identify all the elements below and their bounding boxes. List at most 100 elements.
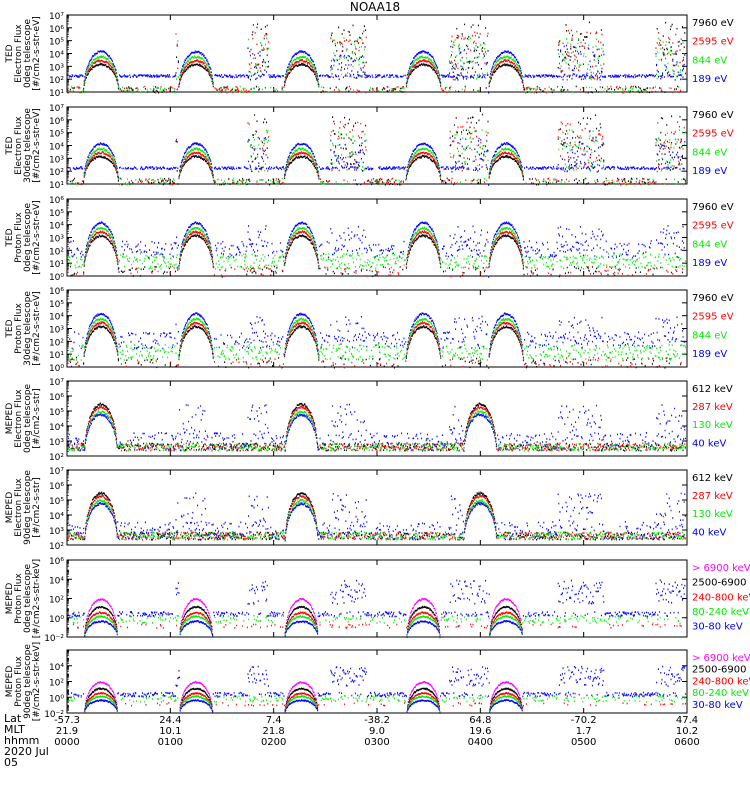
- legend-entry: 2595 eV: [692, 221, 734, 232]
- series-green-trace: [67, 317, 686, 369]
- series-black-trace: [67, 21, 686, 94]
- y-axis-label-line: Electron Flux: [14, 478, 24, 537]
- y-axis-label-line: [#/cm2-s-str-eV]: [32, 200, 42, 275]
- footer-lat-tick: -38.2: [364, 715, 390, 726]
- y-axis-label-line: TED: [5, 136, 15, 155]
- y-axis-label-line: [#/cm2-s-str-eV]: [32, 291, 42, 366]
- legend-entry: 287 keV: [692, 402, 733, 413]
- legend-entry: 80-240 keV: [692, 688, 749, 699]
- y-tick-label: 10¹: [49, 260, 64, 270]
- series-blue-trace: [67, 403, 686, 452]
- y-tick-label: 10⁶: [49, 117, 64, 127]
- footer-label-mlt: MLT: [4, 723, 25, 736]
- y-axis-label-line: [#/cm2-s-str]: [32, 388, 42, 448]
- footer-label-hhmm: hhmm: [4, 734, 40, 747]
- y-axis-label-line: 0deg telescope: [23, 19, 33, 89]
- y-tick-label: 10³: [49, 527, 64, 537]
- y-axis-label-line: [#/cm2-s-str-keV]: [32, 642, 42, 721]
- footer-lat-tick: 7.4: [266, 715, 282, 726]
- panel-frame: [66, 14, 688, 93]
- panel-frame: [66, 289, 688, 368]
- y-tick-label: 10²: [49, 542, 64, 552]
- chart-title: NOAA18: [349, 0, 401, 14]
- y-tick-label: 10²: [49, 168, 64, 178]
- series-red-trace: [67, 494, 686, 541]
- legend-entry: 2595 eV: [692, 129, 734, 140]
- y-tick-label: 10⁷: [49, 12, 64, 22]
- legend-entry: > 6900 keV: [692, 563, 750, 574]
- y-tick-label: 10³: [49, 326, 64, 336]
- footer-mlt-tick: 21.9: [56, 726, 78, 737]
- legend-entry: 189 eV: [692, 349, 727, 360]
- legend-entry: 2595 eV: [692, 37, 734, 48]
- y-tick-label: 10⁵: [49, 38, 64, 48]
- legend-entry: 189 eV: [692, 74, 727, 85]
- y-tick-label: 10²: [49, 596, 64, 606]
- y-tick-label: 10⁶: [49, 287, 64, 297]
- footer-time-tick: 0100: [158, 737, 183, 748]
- legend-entry: 612 keV: [692, 384, 733, 395]
- y-tick-label: 10⁰: [49, 364, 64, 374]
- legend-entry: 844 eV: [692, 330, 727, 341]
- legend-entry: 844 eV: [692, 147, 727, 158]
- series-blue-trace: [67, 579, 686, 639]
- series-blue-trace: [68, 221, 685, 278]
- y-axis-label-line: Electron Flux: [14, 24, 24, 83]
- footer-lat-tick: 24.4: [159, 715, 181, 726]
- y-tick-label: 10⁴: [49, 512, 64, 522]
- legend-entry: 40 keV: [692, 438, 726, 449]
- series-magenta-trace: [84, 680, 523, 714]
- footer-time-tick: 0500: [571, 737, 596, 748]
- legend-entry: 240-800 keV: [692, 592, 750, 603]
- legend-entry: 2500-6900: [692, 665, 747, 676]
- y-axis-label-line: Proton Flux: [14, 212, 24, 263]
- y-axis-label-line: 90deg telescope: [23, 644, 33, 719]
- y-tick-label: 10²: [49, 247, 64, 257]
- legend-entry: 844 eV: [692, 55, 727, 66]
- y-tick-label: 10⁵: [49, 300, 64, 310]
- y-axis-label-line: [#/cm2-s-str-eV]: [32, 16, 42, 91]
- y-tick-label: 10⁴: [49, 576, 64, 586]
- series-green-trace: [67, 410, 686, 452]
- y-tick-label: 10²: [49, 679, 64, 689]
- y-tick-label: 10⁰: [49, 615, 64, 625]
- series-red-trace: [75, 121, 686, 186]
- y-tick-label: 10⁵: [49, 497, 64, 507]
- series-blue-trace: [67, 665, 686, 714]
- y-tick-label: 10⁷: [49, 104, 64, 114]
- y-tick-label: 10⁷: [49, 467, 64, 477]
- legend-entry: 2500-6900: [692, 578, 747, 589]
- y-tick-label: 10⁵: [49, 209, 64, 219]
- footer-mlt-tick: 10.2: [676, 726, 698, 737]
- legend-entry: 189 eV: [692, 258, 727, 269]
- legend-entry: 30-80 keV: [692, 622, 743, 633]
- legend-entry: 287 keV: [692, 491, 733, 502]
- footer-mlt-tick: 1.7: [576, 726, 592, 737]
- y-tick-label: 10¹: [49, 351, 64, 361]
- legend-entry: 130 keV: [692, 420, 733, 431]
- footer-time-tick: 0600: [674, 737, 699, 748]
- footer-time-tick: 0200: [261, 737, 286, 748]
- y-axis-label-line: 0deg telescope: [23, 203, 33, 273]
- y-axis-label-line: Electron Flux: [14, 389, 24, 448]
- legend-entry: 7960 eV: [692, 293, 734, 304]
- legend-entry: 30-80 keV: [692, 700, 743, 711]
- y-tick-label: 10⁴: [49, 222, 64, 232]
- legend-entry: 844 eV: [692, 239, 727, 250]
- y-tick-label: 10³: [49, 155, 64, 165]
- y-tick-label: 10⁶: [49, 196, 64, 206]
- footer-time-tick: 0400: [468, 737, 493, 748]
- y-axis-label-line: [#/cm2-s-str]: [32, 477, 42, 537]
- y-tick-label: 10⁵: [49, 408, 64, 418]
- y-tick-label: 10⁶: [49, 393, 64, 403]
- y-axis-label-line: 30deg telescope: [23, 108, 33, 183]
- y-axis-label-line: MEPED: [5, 492, 15, 524]
- y-tick-label: 10¹: [49, 181, 64, 191]
- legend-entry: > 6900 keV: [692, 653, 750, 664]
- series-red-trace: [69, 321, 682, 369]
- legend-entry: 7960 eV: [692, 202, 734, 213]
- y-axis-label-line: MEPED: [5, 666, 15, 698]
- legend-entry: 189 eV: [692, 166, 727, 177]
- y-tick-label: 10⁴: [49, 51, 64, 61]
- y-tick-label: 10⁶: [49, 25, 64, 35]
